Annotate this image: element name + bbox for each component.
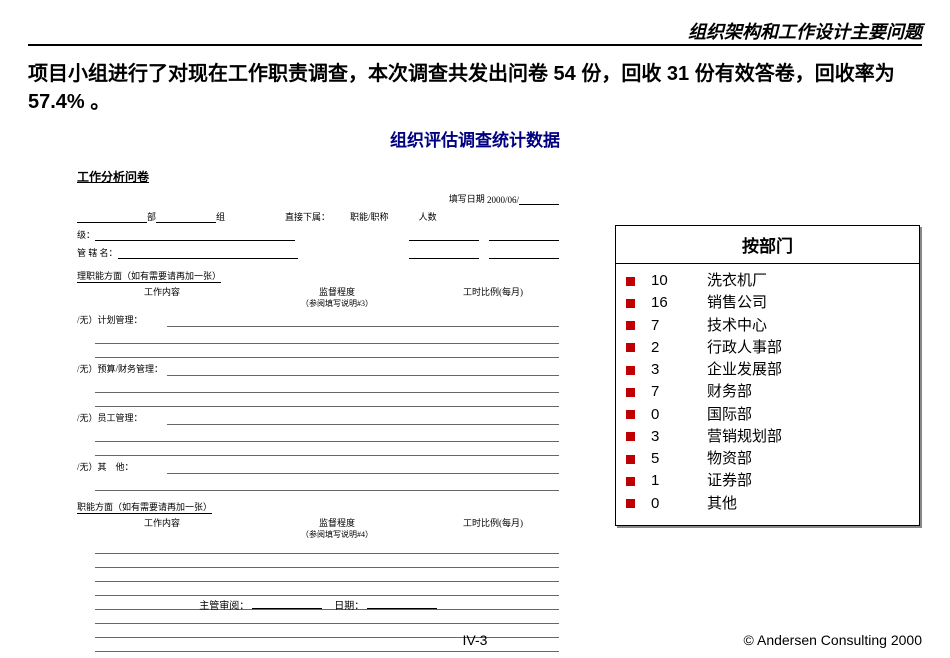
- bullet-icon: [626, 499, 635, 508]
- form-date-label: 填写日期: [449, 192, 485, 205]
- department-table-body: 10洗衣机厂16销售公司7技术中心2行政人事部3企业发展部7财务部0国际部3营销…: [616, 264, 919, 525]
- sub-other: /无）其 他：: [77, 460, 167, 477]
- department-table-header: 按部门: [616, 226, 919, 264]
- form-date-row: 填写日期 2000/06/: [77, 191, 559, 205]
- col-work-content: 工作内容: [77, 285, 247, 309]
- dept-name: 营销规划部: [707, 427, 909, 447]
- dept-name: 其他: [707, 494, 909, 514]
- dept-count: 2: [651, 338, 707, 358]
- intro-text: 项目小组进行了对现在工作职责调查，本次调查共发出问卷 54 份，回收 31 份有…: [28, 60, 922, 116]
- form-title: 工作分析问卷: [77, 168, 559, 185]
- table-row: 16销售公司: [616, 292, 919, 314]
- table-row: 1证券部: [616, 470, 919, 492]
- dept-count: 3: [651, 360, 707, 380]
- header-divider: [28, 44, 922, 46]
- bullet-icon: [626, 388, 635, 397]
- label-subordinate: 直接下属：: [285, 210, 330, 223]
- form-footer-date: 日期：: [334, 601, 364, 612]
- dept-name: 技术中心: [707, 316, 909, 336]
- label-zu: 组: [216, 210, 225, 223]
- table-row: 0国际部: [616, 404, 919, 426]
- form-section1: 理职能方面（如有需要请再加一张）: [77, 269, 221, 283]
- dept-name: 物资部: [707, 449, 909, 469]
- dept-name: 行政人事部: [707, 338, 909, 358]
- form-col-headers-2: 工作内容 监督程度 （参阅填写说明#4） 工时比例(每月): [77, 516, 559, 540]
- form-date-value: 2000/06/: [487, 195, 519, 205]
- sub-budget: /无）预算/财务管理：: [77, 362, 167, 379]
- department-table: 按部门 10洗衣机厂16销售公司7技术中心2行政人事部3企业发展部7财务部0国际…: [615, 225, 920, 526]
- label-bu: 部: [147, 210, 156, 223]
- dept-name: 洗衣机厂: [707, 271, 909, 291]
- col2-hours: 工时比例(每月): [427, 516, 559, 540]
- col-supervision-note: （参阅填写说明#3）: [301, 299, 373, 308]
- form-col-headers-1: 工作内容 监督程度 （参阅填写说明#3） 工时比例(每月): [77, 285, 559, 309]
- bullet-icon: [626, 410, 635, 419]
- table-row: 0其他: [616, 493, 919, 515]
- dept-count: 1: [651, 471, 707, 491]
- dept-name: 证券部: [707, 471, 909, 491]
- survey-form: 工作分析问卷 填写日期 2000/06/ 部 组 直接下属： 职能/职称 人数 …: [63, 158, 573, 618]
- copyright: © Andersen Consulting 2000: [744, 632, 922, 648]
- dept-name: 国际部: [707, 405, 909, 425]
- dept-name: 财务部: [707, 382, 909, 402]
- bullet-icon: [626, 455, 635, 464]
- dept-count: 5: [651, 449, 707, 469]
- label-role: 职能/职称: [350, 210, 389, 223]
- bullet-icon: [626, 321, 635, 330]
- col-supervision: 监督程度: [319, 287, 355, 297]
- bullet-icon: [626, 432, 635, 441]
- bullet-icon: [626, 277, 635, 286]
- bullet-icon: [626, 477, 635, 486]
- table-row: 10洗衣机厂: [616, 270, 919, 292]
- form-section2: 职能方面（如有需要请再加一张）: [77, 500, 212, 514]
- table-row: 7技术中心: [616, 315, 919, 337]
- dept-count: 3: [651, 427, 707, 447]
- table-row: 3企业发展部: [616, 359, 919, 381]
- col2-work-content: 工作内容: [77, 516, 247, 540]
- bullet-icon: [626, 299, 635, 308]
- col2-supervision-note: （参阅填写说明#4）: [301, 530, 373, 539]
- table-row: 3营销规划部: [616, 426, 919, 448]
- dept-count: 0: [651, 405, 707, 425]
- dept-count: 10: [651, 271, 707, 291]
- form-footer: 主管审阅： 日期：: [63, 597, 573, 612]
- bullet-icon: [626, 366, 635, 375]
- label-level: 级：: [77, 228, 95, 241]
- col2-supervision: 监督程度: [319, 518, 355, 528]
- table-row: 7财务部: [616, 381, 919, 403]
- col-hours: 工时比例(每月): [427, 285, 559, 309]
- form-row-3: 管 辖 名：: [77, 245, 559, 259]
- label-jurisdiction: 管 辖 名：: [77, 246, 118, 259]
- dept-count: 16: [651, 293, 707, 313]
- sub-plan: /无）计划管理：: [77, 313, 167, 330]
- dept-count: 7: [651, 316, 707, 336]
- dept-name: 销售公司: [707, 293, 909, 313]
- dept-count: 7: [651, 382, 707, 402]
- dept-count: 0: [651, 494, 707, 514]
- form-footer-review: 主管审阅：: [199, 601, 249, 612]
- form-row-1: 部 组 直接下属： 职能/职称 人数: [77, 209, 559, 223]
- table-row: 2行政人事部: [616, 337, 919, 359]
- bullet-icon: [626, 343, 635, 352]
- form-row-2: 级：: [77, 227, 559, 241]
- table-row: 5物资部: [616, 448, 919, 470]
- label-count: 人数: [419, 210, 437, 223]
- page-header-right: 组织架构和工作设计主要问题: [688, 18, 922, 44]
- chart-subtitle: 组织评估调查统计数据: [0, 126, 950, 151]
- sub-staff: /无）员工管理：: [77, 411, 167, 428]
- dept-name: 企业发展部: [707, 360, 909, 380]
